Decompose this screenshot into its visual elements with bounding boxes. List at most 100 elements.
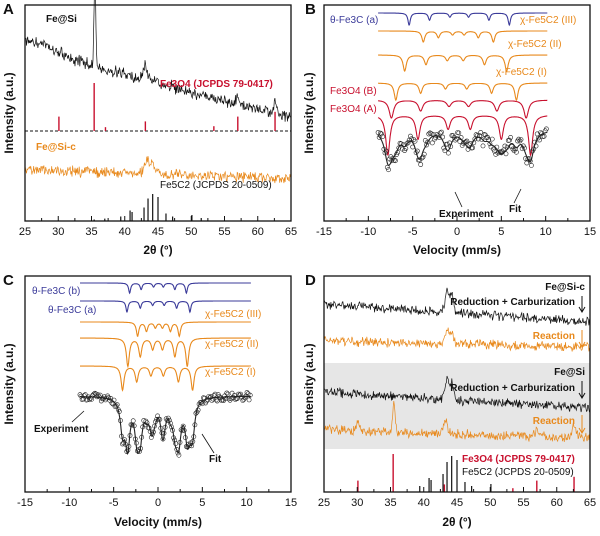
x-tick-label: 10 <box>540 226 552 238</box>
component-b-fe3o4-a <box>377 115 548 157</box>
x-tick-label: 40 <box>418 497 430 509</box>
label-c-chi2: χ-Fe5C2 (II) <box>205 339 259 350</box>
x-tick-label: 55 <box>218 226 230 238</box>
panel-c-ylabel: Intensity (a.u.) <box>2 343 16 424</box>
experiment-point <box>517 138 523 144</box>
x-tick-label: -15 <box>316 226 332 238</box>
experiment-point <box>503 151 509 157</box>
x-tick-label: 50 <box>484 497 496 509</box>
x-tick-label: 30 <box>52 226 64 238</box>
x-tick-label: 15 <box>285 497 297 509</box>
experiment-point <box>444 141 450 147</box>
panel-c-x-ticks: -15 -10 -5 0 5 10 15 <box>17 487 297 509</box>
x-tick-label: 60 <box>551 497 563 509</box>
series-d-fe-si-red-carb <box>324 375 590 413</box>
experiment-point <box>92 390 98 396</box>
experiment-point <box>212 391 218 397</box>
label-c-fit: Fit <box>209 454 222 465</box>
experiment-point <box>425 139 431 145</box>
x-tick-label: 45 <box>152 226 164 238</box>
experiment-point <box>445 150 451 156</box>
experiment-point <box>386 167 391 173</box>
arrow-c-experiment <box>71 410 85 423</box>
experiment-point <box>214 398 220 404</box>
experiment-point <box>396 145 402 151</box>
experiment-point <box>418 162 424 167</box>
label-d-fe5c2-ref: Fe5C2 (JCPDS 20-0509) <box>462 467 574 478</box>
arrow-c-fit <box>201 433 215 454</box>
label-b-chi2: χ-Fe5C2 (II) <box>508 39 562 50</box>
label-d-fe-si-c: Fe@Si-c <box>545 282 585 293</box>
label-a-fe5c2-ref: Fe5C2 (JCPDS 20-0509) <box>160 180 272 191</box>
x-tick-label: 15 <box>584 226 596 238</box>
experiment-point <box>464 138 470 144</box>
experiment-point <box>507 137 512 143</box>
experiment-point <box>247 392 253 398</box>
experiment-point <box>422 137 428 143</box>
label-d-fe3o4-ref: Fe3O4 (JCPDS 79-0417) <box>462 454 575 465</box>
x-tick-label: 40 <box>119 226 131 238</box>
experiment-point <box>93 391 99 397</box>
experiment-point <box>160 436 166 442</box>
experiment-point <box>426 131 432 137</box>
experiment-point <box>533 143 539 149</box>
x-tick-label: 25 <box>318 497 330 509</box>
x-tick-label: -5 <box>408 226 418 238</box>
label-d-red-carb-1: Reduction + Carburization <box>450 297 575 308</box>
x-tick-label: 35 <box>384 497 396 509</box>
experiment-point <box>81 393 87 399</box>
x-tick-label: 65 <box>285 226 297 238</box>
experiment-point <box>518 137 524 142</box>
experiment-point <box>527 158 533 164</box>
label-d-reaction-2: Reaction <box>533 416 575 427</box>
label-a-fe-si: Fe@Si <box>46 14 77 25</box>
x-tick-label: 30 <box>351 497 363 509</box>
experiment-point <box>544 126 549 132</box>
component-b-chi2 <box>378 54 548 73</box>
panel-d-ylabel: Intensity (a.u.) <box>302 343 316 424</box>
component-c-chi2 <box>80 337 251 369</box>
experiment-point <box>437 130 443 136</box>
panel-c-xlabel: Velocity (mm/s) <box>114 515 202 529</box>
x-tick-label: 50 <box>185 226 197 238</box>
experiment-point <box>404 141 410 146</box>
x-tick-label: 65 <box>584 497 596 509</box>
experiment-point <box>502 143 508 149</box>
panel-d-xlabel: 2θ (°) <box>442 515 471 529</box>
experiment-point <box>241 396 247 402</box>
experiment-point <box>225 391 231 397</box>
x-tick-label: -15 <box>17 497 33 509</box>
panel-a-xlabel: 2θ (°) <box>143 243 172 257</box>
experiment-point <box>87 397 92 403</box>
experiment-point <box>489 136 495 142</box>
label-b-chi1: χ-Fe5C2 (I) <box>496 67 547 78</box>
label-c-chi3: χ-Fe5C2 (III) <box>205 309 261 320</box>
experiment-point <box>377 130 383 136</box>
component-c-theta-a <box>80 300 251 314</box>
experiment-point <box>405 140 411 146</box>
panel-letter-a: A <box>3 1 14 18</box>
label-b-theta-a: θ-Fe3C (a) <box>330 15 378 26</box>
experiment-point <box>537 137 542 143</box>
x-tick-label: 55 <box>517 497 529 509</box>
arrow-d-2 <box>578 330 586 348</box>
x-tick-label: 5 <box>199 497 205 509</box>
label-b-chi3: χ-Fe5C2 (III) <box>520 15 576 26</box>
experiment-point <box>541 133 547 139</box>
x-tick-label: -10 <box>360 226 376 238</box>
experiment-point <box>456 130 462 136</box>
experiment-point <box>509 144 515 149</box>
experiment-point <box>412 138 418 144</box>
x-tick-label: 60 <box>252 226 264 238</box>
label-a-fe-si-c: Fe@Si-c <box>36 142 76 153</box>
arrow-b-fit <box>513 188 522 204</box>
experiment-point <box>480 143 486 149</box>
experiment-point <box>175 450 181 456</box>
experiment-point <box>430 132 436 138</box>
label-c-theta-a: θ-Fe3C (a) <box>48 305 96 316</box>
experiment-point <box>485 134 490 140</box>
experiment-point <box>508 134 513 140</box>
experiment-point <box>389 158 395 164</box>
panel-a-ylabel: Intensity (a.u.) <box>2 72 16 153</box>
x-tick-label: 10 <box>241 497 253 509</box>
